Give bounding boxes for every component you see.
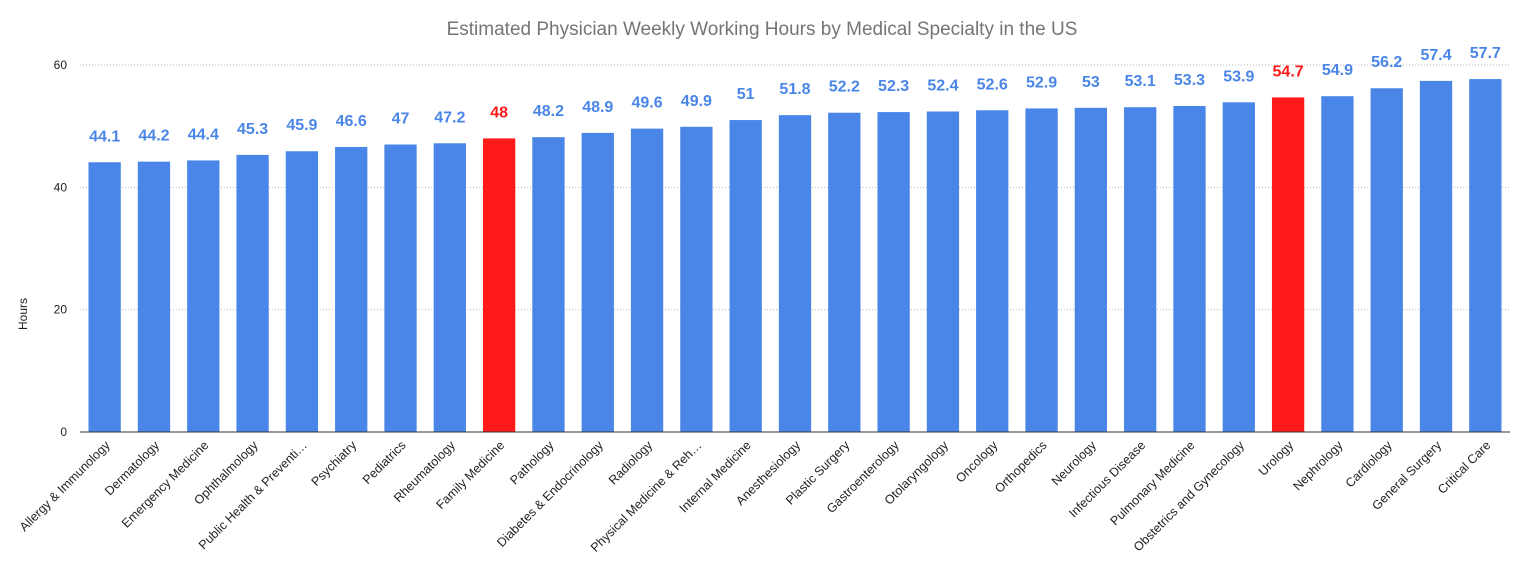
bar: [1074, 107, 1108, 433]
y-axis-label: Hours: [16, 298, 30, 330]
x-tick-label: Radiology: [606, 438, 656, 488]
data-label: 53.9: [1223, 68, 1254, 85]
bar: [137, 161, 171, 433]
bar: [1124, 107, 1157, 432]
x-tick-label: Diabetes & Endocrinology: [494, 438, 606, 550]
x-tick-label: Critical Care: [1435, 438, 1494, 497]
x-tick-label: Oncology: [953, 438, 1001, 486]
bar: [976, 110, 1009, 432]
bar: [1321, 96, 1354, 432]
bar: [1173, 105, 1206, 433]
data-label: 53.3: [1174, 72, 1205, 89]
bar: [88, 162, 121, 432]
x-tick-label: Neurology: [1049, 438, 1100, 489]
bar: [1419, 80, 1453, 433]
bar: [482, 138, 516, 432]
data-label: 47: [392, 111, 410, 128]
bar: [581, 132, 614, 432]
data-label: 46.6: [336, 113, 367, 130]
data-label: 44.4: [188, 126, 219, 143]
y-tick-label: 0: [60, 425, 67, 439]
bar: [433, 143, 466, 432]
x-tick-label: Pathology: [507, 438, 557, 488]
data-label: 57.4: [1420, 47, 1451, 64]
bar: [729, 120, 762, 433]
x-tick-label: Orthopedics: [992, 438, 1050, 496]
bar: [1222, 102, 1255, 432]
data-label: 48.9: [582, 99, 613, 116]
data-label: 52.2: [829, 79, 860, 96]
data-label: 45.9: [286, 117, 317, 134]
data-label: 44.2: [138, 128, 169, 145]
y-tick-label: 60: [54, 58, 68, 72]
bar: [680, 126, 713, 433]
x-axis-ticks: Allergy & ImmunologyDermatologyEmergency…: [17, 438, 1494, 555]
data-label: 54.7: [1273, 63, 1304, 80]
bar: [877, 112, 910, 433]
data-label: 47.2: [434, 109, 465, 126]
bar: [630, 128, 664, 432]
bar: [285, 151, 319, 432]
bar: [778, 115, 812, 432]
data-label: 48.2: [533, 103, 564, 120]
bar: [187, 160, 220, 433]
x-tick-label: Nephrology: [1290, 438, 1346, 494]
bars: [88, 79, 1502, 433]
data-label: 48: [490, 104, 508, 121]
x-tick-label: Urology: [1256, 438, 1297, 479]
bar: [335, 146, 368, 433]
data-label: 51.8: [779, 81, 810, 98]
data-label: 52.6: [977, 76, 1008, 93]
data-label: 53.1: [1125, 73, 1156, 90]
data-label: 53: [1082, 74, 1100, 91]
bar: [236, 154, 269, 433]
data-label: 52.4: [927, 77, 958, 94]
x-tick-label: Pulmonary Medicine: [1108, 438, 1198, 528]
bar: [1025, 108, 1058, 432]
bar: [532, 137, 565, 432]
data-label: 51: [737, 86, 755, 103]
data-label: 49.6: [631, 95, 662, 112]
y-tick-label: 20: [54, 303, 68, 317]
bar: [1469, 79, 1502, 433]
data-label: 52.3: [878, 78, 909, 95]
x-tick-label: Allergy & Immunology: [17, 438, 113, 534]
data-label: 52.9: [1026, 74, 1057, 91]
data-label: 45.3: [237, 121, 268, 138]
bar: [384, 144, 417, 432]
data-label: 57.7: [1470, 45, 1501, 62]
y-axis-ticks: 0 20 40 60: [54, 58, 68, 439]
x-tick-label: Pediatrics: [360, 438, 409, 487]
bar: [926, 111, 960, 432]
bar: [828, 112, 861, 433]
bar: [1370, 88, 1403, 432]
x-tick-label: Emergency Medicine: [119, 438, 211, 530]
x-tick-label: Cardiology: [1343, 438, 1396, 491]
x-tick-label: Psychiatry: [309, 438, 360, 489]
data-label: 44.1: [89, 128, 120, 145]
bar: [1271, 97, 1305, 432]
y-tick-label: 40: [54, 180, 68, 194]
data-label: 54.9: [1322, 62, 1353, 79]
chart-title: Estimated Physician Weekly Working Hours…: [447, 19, 1078, 40]
data-labels: 44.1 44.2 44.4 45.3 45.9 46.6 47 47.2 48 48.2 48.9…: [89, 45, 1501, 145]
data-label: 56.2: [1371, 54, 1402, 71]
data-label: 49.9: [681, 93, 712, 110]
